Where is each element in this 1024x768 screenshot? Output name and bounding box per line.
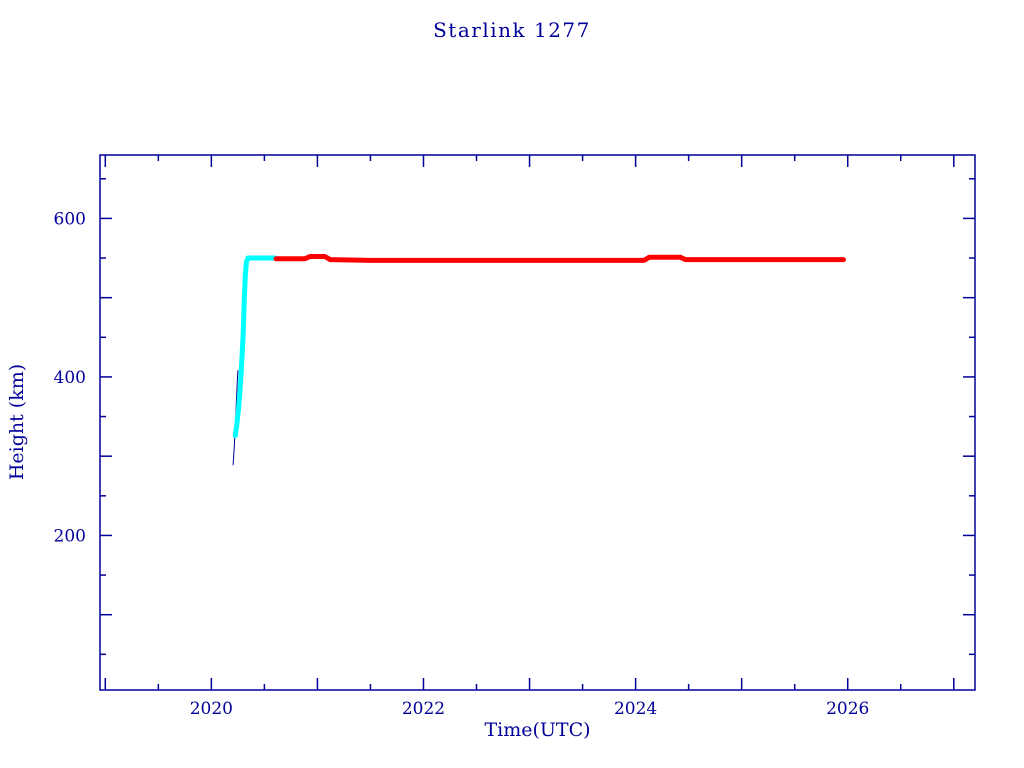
plot-frame (99, 154, 976, 691)
series-orbit-raise-phase (232, 255, 278, 439)
x-tick-label: 2026 (826, 699, 869, 719)
chart-title: Starlink 1277 (433, 18, 591, 42)
y-axis-label: Height (km) (6, 363, 28, 481)
series-operational-phase (273, 254, 846, 263)
x-axis-label: Time(UTC) (484, 719, 591, 741)
y-tick-label: 400 (54, 368, 86, 388)
y-tick-label: 200 (54, 526, 86, 546)
x-tick-label: 2024 (614, 699, 657, 719)
x-tick-label: 2022 (402, 699, 445, 719)
x-tick-label: 2020 (190, 699, 233, 719)
y-tick-label: 600 (54, 209, 86, 229)
